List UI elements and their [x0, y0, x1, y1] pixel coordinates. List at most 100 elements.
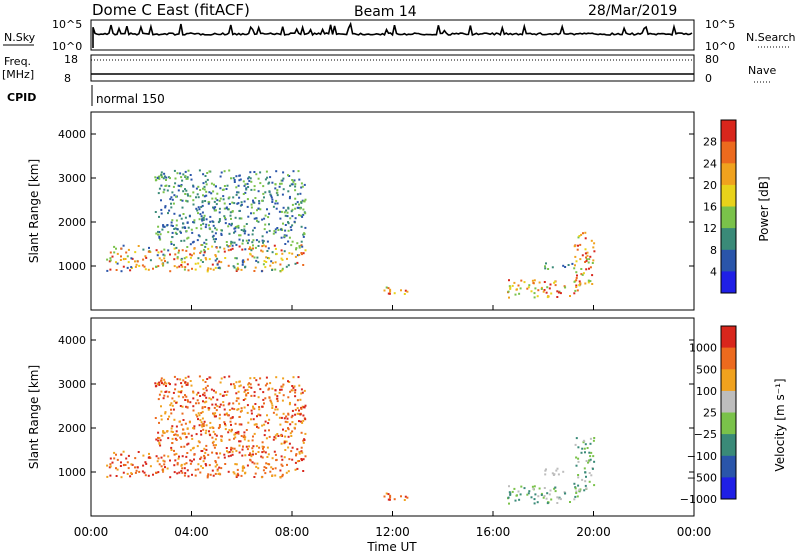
- range-cell: [138, 470, 141, 473]
- range-cell: [177, 395, 180, 398]
- range-cell: [249, 247, 252, 250]
- range-cell: [235, 225, 238, 228]
- range-cell: [289, 401, 291, 404]
- range-cell: [174, 459, 177, 462]
- range-cell: [265, 261, 268, 263]
- range-cell: [209, 426, 212, 429]
- range-cell: [163, 257, 166, 260]
- range-cell: [302, 200, 305, 203]
- range-cell: [256, 209, 258, 212]
- range-cell: [298, 214, 300, 217]
- x-tick-label: 00:00: [74, 525, 109, 539]
- cpid-value: normal 150: [96, 92, 165, 106]
- range-cell: [298, 409, 300, 412]
- range-cell: [242, 180, 245, 183]
- range-cell: [545, 497, 548, 500]
- range-cell: [203, 188, 206, 191]
- range-cell: [283, 417, 286, 420]
- range-cell: [575, 284, 578, 287]
- range-cell: [176, 256, 179, 259]
- range-cell: [388, 498, 391, 501]
- range-cell: [236, 472, 239, 475]
- range-cell: [181, 249, 184, 252]
- range-cell: [280, 388, 283, 391]
- range-cell: [592, 259, 595, 262]
- x-tick-label: 20:00: [576, 525, 611, 539]
- range-cell: [261, 445, 264, 448]
- range-cell: [207, 473, 210, 476]
- range-cell: [176, 463, 179, 466]
- range-cell: [400, 289, 402, 292]
- range-cell: [269, 176, 272, 179]
- range-cell: [282, 428, 284, 431]
- range-cell: [213, 183, 215, 186]
- range-cell: [265, 462, 268, 465]
- range-cell: [185, 256, 188, 259]
- range-cell: [580, 451, 583, 454]
- range-cell: [509, 287, 512, 290]
- range-cell: [233, 387, 236, 389]
- range-cell: [551, 472, 554, 475]
- range-cell: [229, 417, 232, 420]
- nsearch-label: N.Search: [746, 31, 796, 44]
- range-cell: [213, 240, 216, 243]
- range-cell: [303, 233, 306, 235]
- range-cell: [294, 255, 297, 258]
- range-cell: [205, 238, 208, 241]
- range-cell: [233, 447, 236, 450]
- time-x-axis: 00:00 04:00 08:00 12:00 16:00 20:00 00:00: [74, 305, 711, 539]
- range-cell: [163, 454, 166, 457]
- range-cell: [233, 266, 236, 269]
- range-cell: [282, 412, 285, 415]
- range-cell: [168, 415, 171, 418]
- range-cell: [240, 201, 243, 204]
- range-cell: [195, 413, 198, 416]
- range-cell: [196, 209, 199, 212]
- range-cell: [197, 262, 200, 265]
- range-cell: [272, 205, 275, 208]
- range-cell: [274, 231, 277, 234]
- range-cell: [271, 201, 274, 203]
- range-cell: [577, 457, 580, 460]
- range-cell: [578, 490, 581, 492]
- range-cell: [559, 292, 562, 295]
- range-cell: [216, 405, 219, 408]
- range-cell: [181, 265, 184, 268]
- range-cell: [278, 210, 281, 213]
- range-cell: [252, 435, 254, 438]
- range-cell: [212, 234, 215, 237]
- range-cell: [174, 253, 177, 256]
- range-cell: [286, 421, 289, 424]
- range-cell: [158, 383, 161, 386]
- range-cell: [267, 216, 270, 219]
- range-cell: [204, 257, 207, 259]
- range-cell: [592, 246, 595, 249]
- range-cell: [163, 463, 166, 466]
- range-cell: [546, 502, 549, 505]
- range-cell: [219, 403, 222, 406]
- range-cell: [240, 435, 243, 437]
- range-cell: [261, 235, 264, 238]
- range-cell: [389, 288, 392, 291]
- range-cell: [537, 495, 540, 498]
- range-cell: [171, 198, 174, 201]
- power-panel-frame: [90, 111, 695, 311]
- range-cell: [218, 417, 221, 420]
- range-cell: [296, 412, 299, 415]
- range-cell: [286, 463, 288, 466]
- range-cell: [263, 196, 265, 199]
- range-cell: [247, 186, 250, 188]
- range-cell: [387, 287, 390, 290]
- range-cell: [287, 206, 290, 209]
- range-cell: [203, 394, 206, 397]
- range-cell: [206, 378, 209, 380]
- range-cell: [231, 247, 234, 250]
- range-cell: [543, 289, 546, 291]
- range-cell: [227, 431, 230, 434]
- range-cell: [192, 427, 195, 430]
- colorbar-tick-label: −1000: [680, 493, 717, 506]
- range-cell: [274, 408, 277, 411]
- range-cell: [175, 439, 178, 441]
- range-cell: [231, 244, 234, 247]
